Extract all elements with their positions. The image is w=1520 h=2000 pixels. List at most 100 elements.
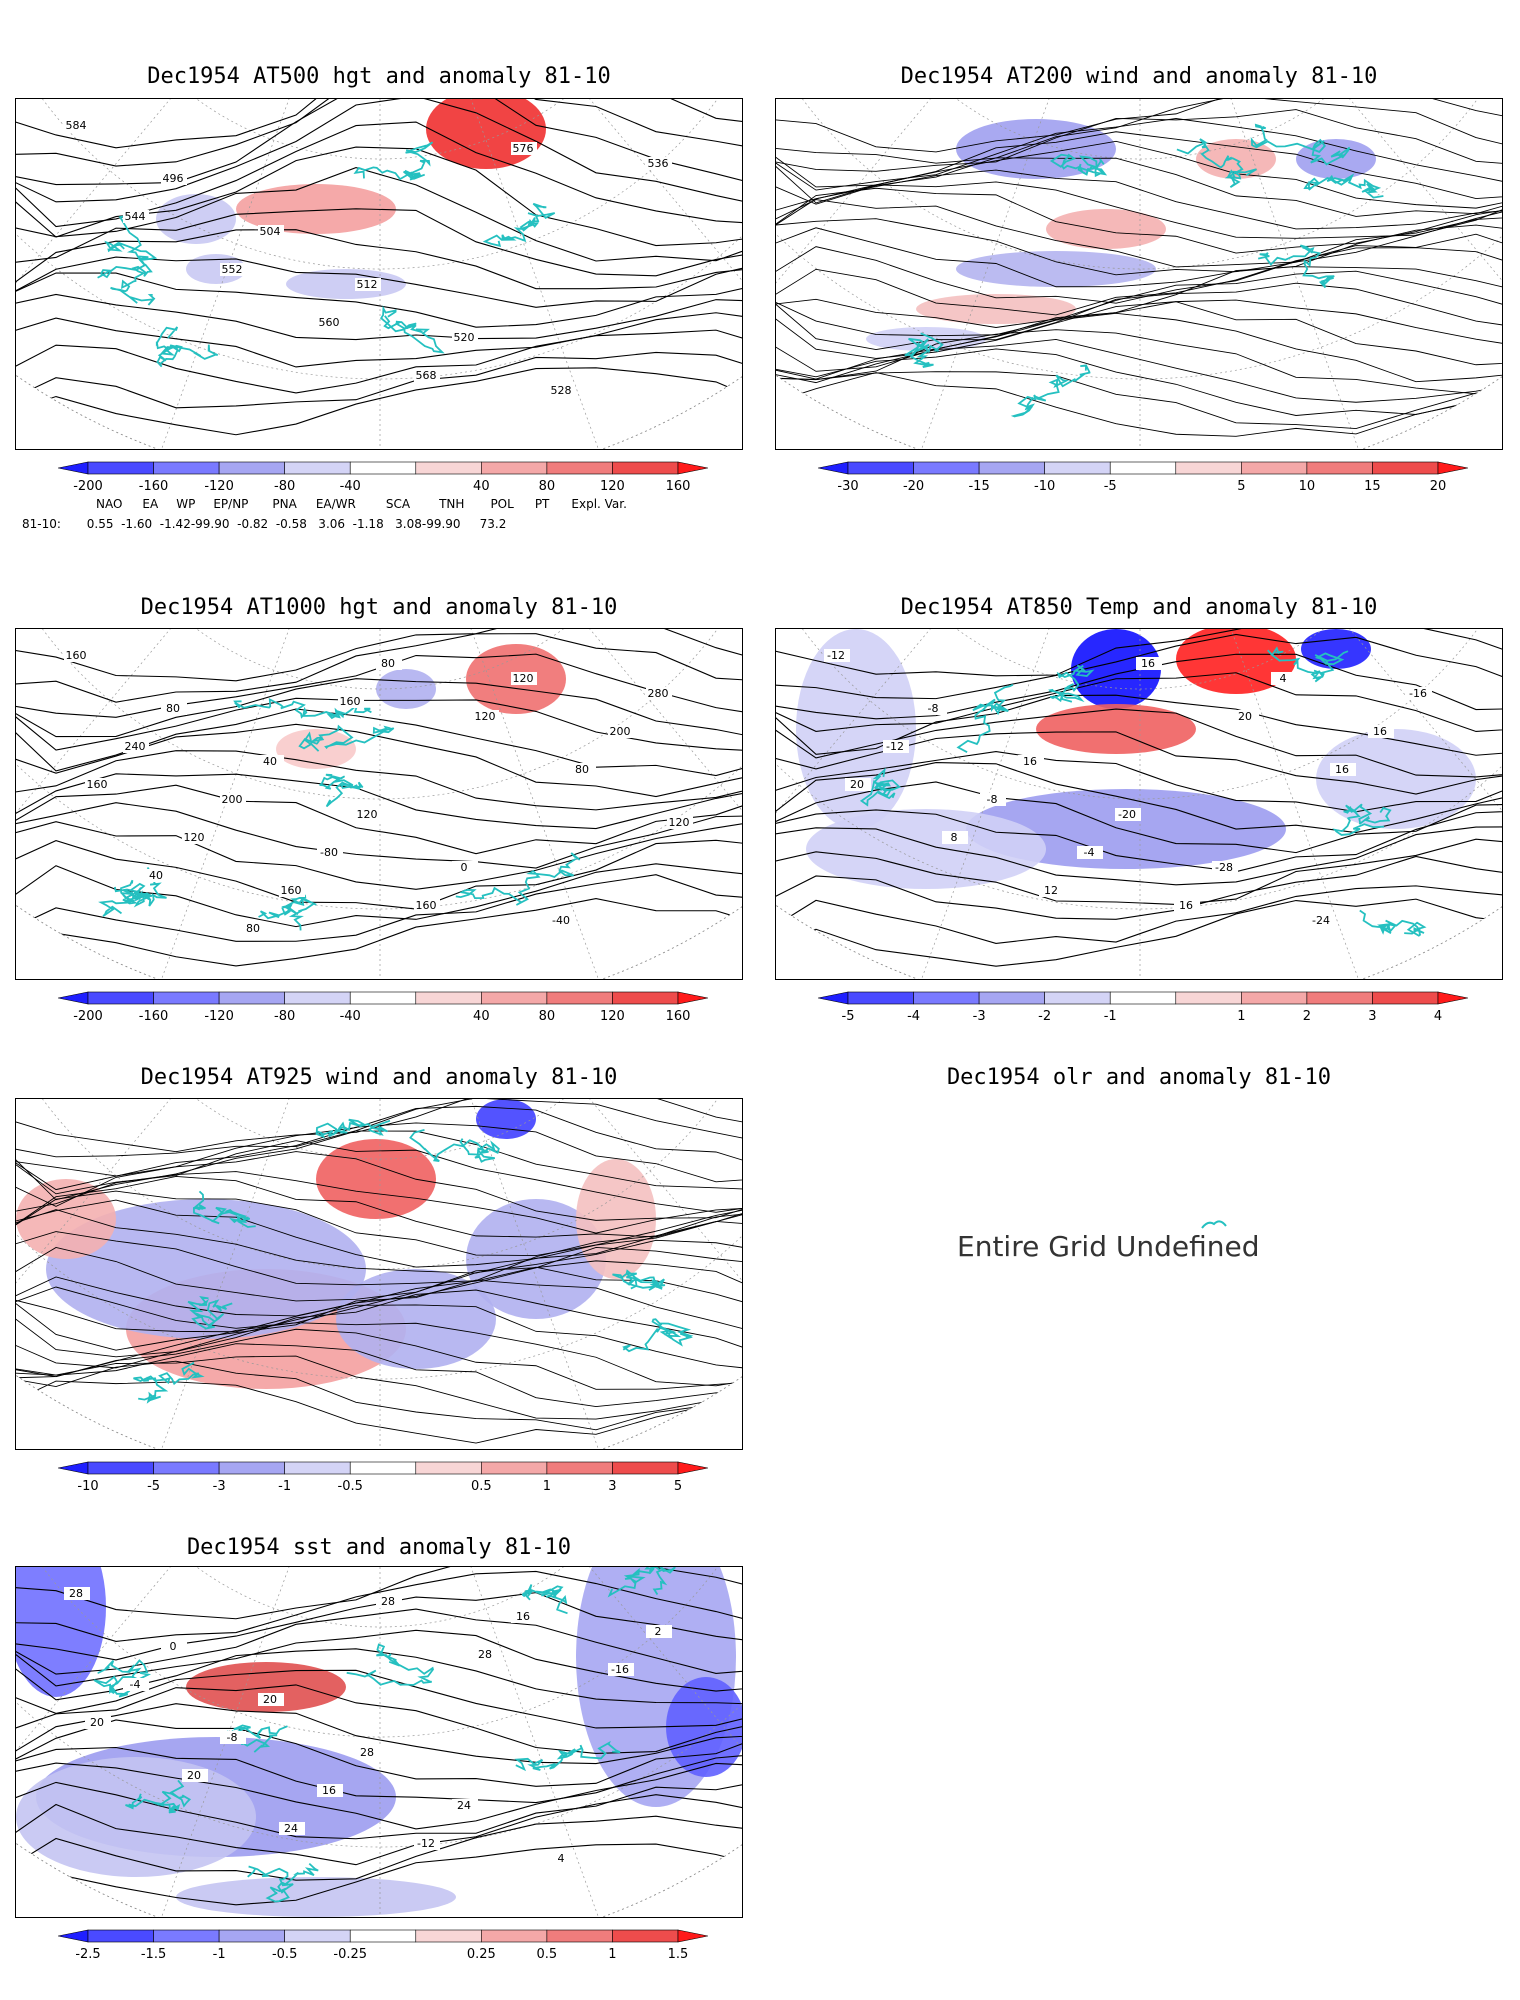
coastline xyxy=(956,683,1014,753)
contour-label-bg xyxy=(220,263,246,276)
indices-values: 81-10: 0.55 -1.60 -1.42-99.90 -0.82 -0.5… xyxy=(22,517,506,531)
contour-label: 20 xyxy=(263,1693,277,1706)
contour-line xyxy=(16,1360,742,1431)
contour-line xyxy=(16,678,742,742)
contour-line xyxy=(16,1322,742,1387)
contour-line xyxy=(776,224,1502,288)
contour-label: 576 xyxy=(513,142,534,155)
colorbar-box xyxy=(218,991,285,1005)
contour-label-bg xyxy=(1212,861,1238,874)
colorbar-box xyxy=(284,1461,351,1475)
coastline xyxy=(155,326,219,368)
colorbar-box xyxy=(284,991,351,1005)
map-at200 xyxy=(776,99,1502,449)
contour-line xyxy=(16,1279,742,1351)
contour-label: -24 xyxy=(1312,914,1330,927)
map-panel-at500: 584 496 504 512 520 528 536 544 552 560 568 576 xyxy=(15,98,743,450)
colorbar-arrow-left xyxy=(818,461,849,475)
colorbar-tick-label: -5 xyxy=(1104,479,1117,494)
graticule-meridian xyxy=(160,1099,381,1449)
colorbar-tick-label: 120 xyxy=(600,479,625,494)
contour-label: 16 xyxy=(322,1784,336,1797)
map-at850: -12 -8 16 -20 -28 -24 -16 -12 -8 -4 16 4 16 20 8 12 16 20… xyxy=(776,629,1502,979)
coastline xyxy=(514,1740,621,1772)
anomaly-region xyxy=(1176,629,1296,694)
colorbar-box xyxy=(913,991,980,1005)
colorbar-tick-label: -30 xyxy=(837,479,858,494)
contour-line xyxy=(16,750,742,811)
contour-line xyxy=(776,282,1502,351)
contour-label: -28 xyxy=(1215,861,1233,874)
colorbar-arrow-right xyxy=(677,1461,708,1475)
colorbar-box xyxy=(546,1929,613,1943)
anomaly-region xyxy=(1316,729,1476,829)
anomaly-region xyxy=(916,294,1076,324)
contour-label-bg xyxy=(1077,846,1103,859)
contour-label-bg xyxy=(338,695,364,708)
contour-label: 120 xyxy=(475,710,496,723)
colorbar-tick-label: 160 xyxy=(666,479,691,494)
contour-line xyxy=(16,1719,742,1787)
contour-line xyxy=(776,109,1502,172)
contour-label: 16 xyxy=(1373,725,1387,738)
contour-line xyxy=(16,312,742,368)
contour-line xyxy=(16,1099,742,1158)
graticule-latitude xyxy=(16,629,742,800)
colorbar-box xyxy=(87,461,154,475)
colorbar-box xyxy=(546,991,613,1005)
colorbar-tick-label: 40 xyxy=(473,479,490,494)
map-at925 xyxy=(16,1099,742,1449)
title-at1000: Dec1954 AT1000 hgt and anomaly 81-10 xyxy=(140,595,618,620)
colorbar-arrow-right xyxy=(677,991,708,1005)
contour-label: -8 xyxy=(227,1731,238,1744)
colorbar-box xyxy=(153,461,220,475)
colorbar-box xyxy=(1306,461,1373,475)
contour-line xyxy=(776,826,1502,886)
contour-line xyxy=(16,802,742,869)
contour-label-bg xyxy=(980,793,1006,806)
colorbar-arrow-right xyxy=(1437,461,1468,475)
contour-label: 584 xyxy=(66,119,87,132)
coastline xyxy=(1267,646,1349,683)
contour-label-bg xyxy=(608,1663,634,1676)
colorbar-tick-label: -1 xyxy=(213,1947,226,1962)
contour-line xyxy=(16,784,742,855)
contour-line xyxy=(16,1746,742,1804)
colorbar-tick-label: 1 xyxy=(608,1947,616,1962)
contour-line xyxy=(776,898,1502,967)
colorbar-box xyxy=(481,991,548,1005)
contour-line xyxy=(16,1209,742,1274)
contour-line xyxy=(16,1328,742,1390)
contour-label: 24 xyxy=(457,1799,471,1812)
colorbar-tick-label: -120 xyxy=(204,479,234,494)
contour-label-bg xyxy=(824,649,850,662)
colorbar-box xyxy=(284,461,351,475)
colorbar-box xyxy=(1241,991,1308,1005)
contour-label-bg xyxy=(85,778,111,791)
contour-label: 28 xyxy=(478,1648,492,1661)
index-header-8: POL xyxy=(490,497,514,511)
colorbar-arrow-left xyxy=(58,461,89,475)
colorbar-tick-label: -0.5 xyxy=(272,1947,297,1962)
colorbar-tick-label: 120 xyxy=(600,1009,625,1024)
anomaly-region xyxy=(336,1269,496,1369)
contour-label-bg xyxy=(549,384,575,397)
contour-label-bg xyxy=(317,316,343,329)
coastline xyxy=(521,1584,568,1615)
anomaly-region xyxy=(16,1757,256,1877)
coastline xyxy=(298,724,395,752)
contour-label: -12 xyxy=(417,1837,435,1850)
contour-line xyxy=(16,1190,742,1257)
colorbar-box xyxy=(1109,461,1177,475)
colorbar-tick-label: -4 xyxy=(907,1009,920,1024)
colorbar-tick-label: -2.5 xyxy=(75,1947,100,1962)
colorbar-box xyxy=(978,991,1045,1005)
contour-label: -4 xyxy=(130,1678,141,1691)
indices-row-label: 81-10: xyxy=(22,517,61,531)
contour-label: 160 xyxy=(87,778,108,791)
contour-label: -8 xyxy=(987,793,998,806)
index-header-6: SCA xyxy=(385,497,411,511)
colorbar-box xyxy=(913,461,980,475)
colorbar-tick-label: 3 xyxy=(1368,1009,1376,1024)
contour-label: 20 xyxy=(850,778,864,791)
